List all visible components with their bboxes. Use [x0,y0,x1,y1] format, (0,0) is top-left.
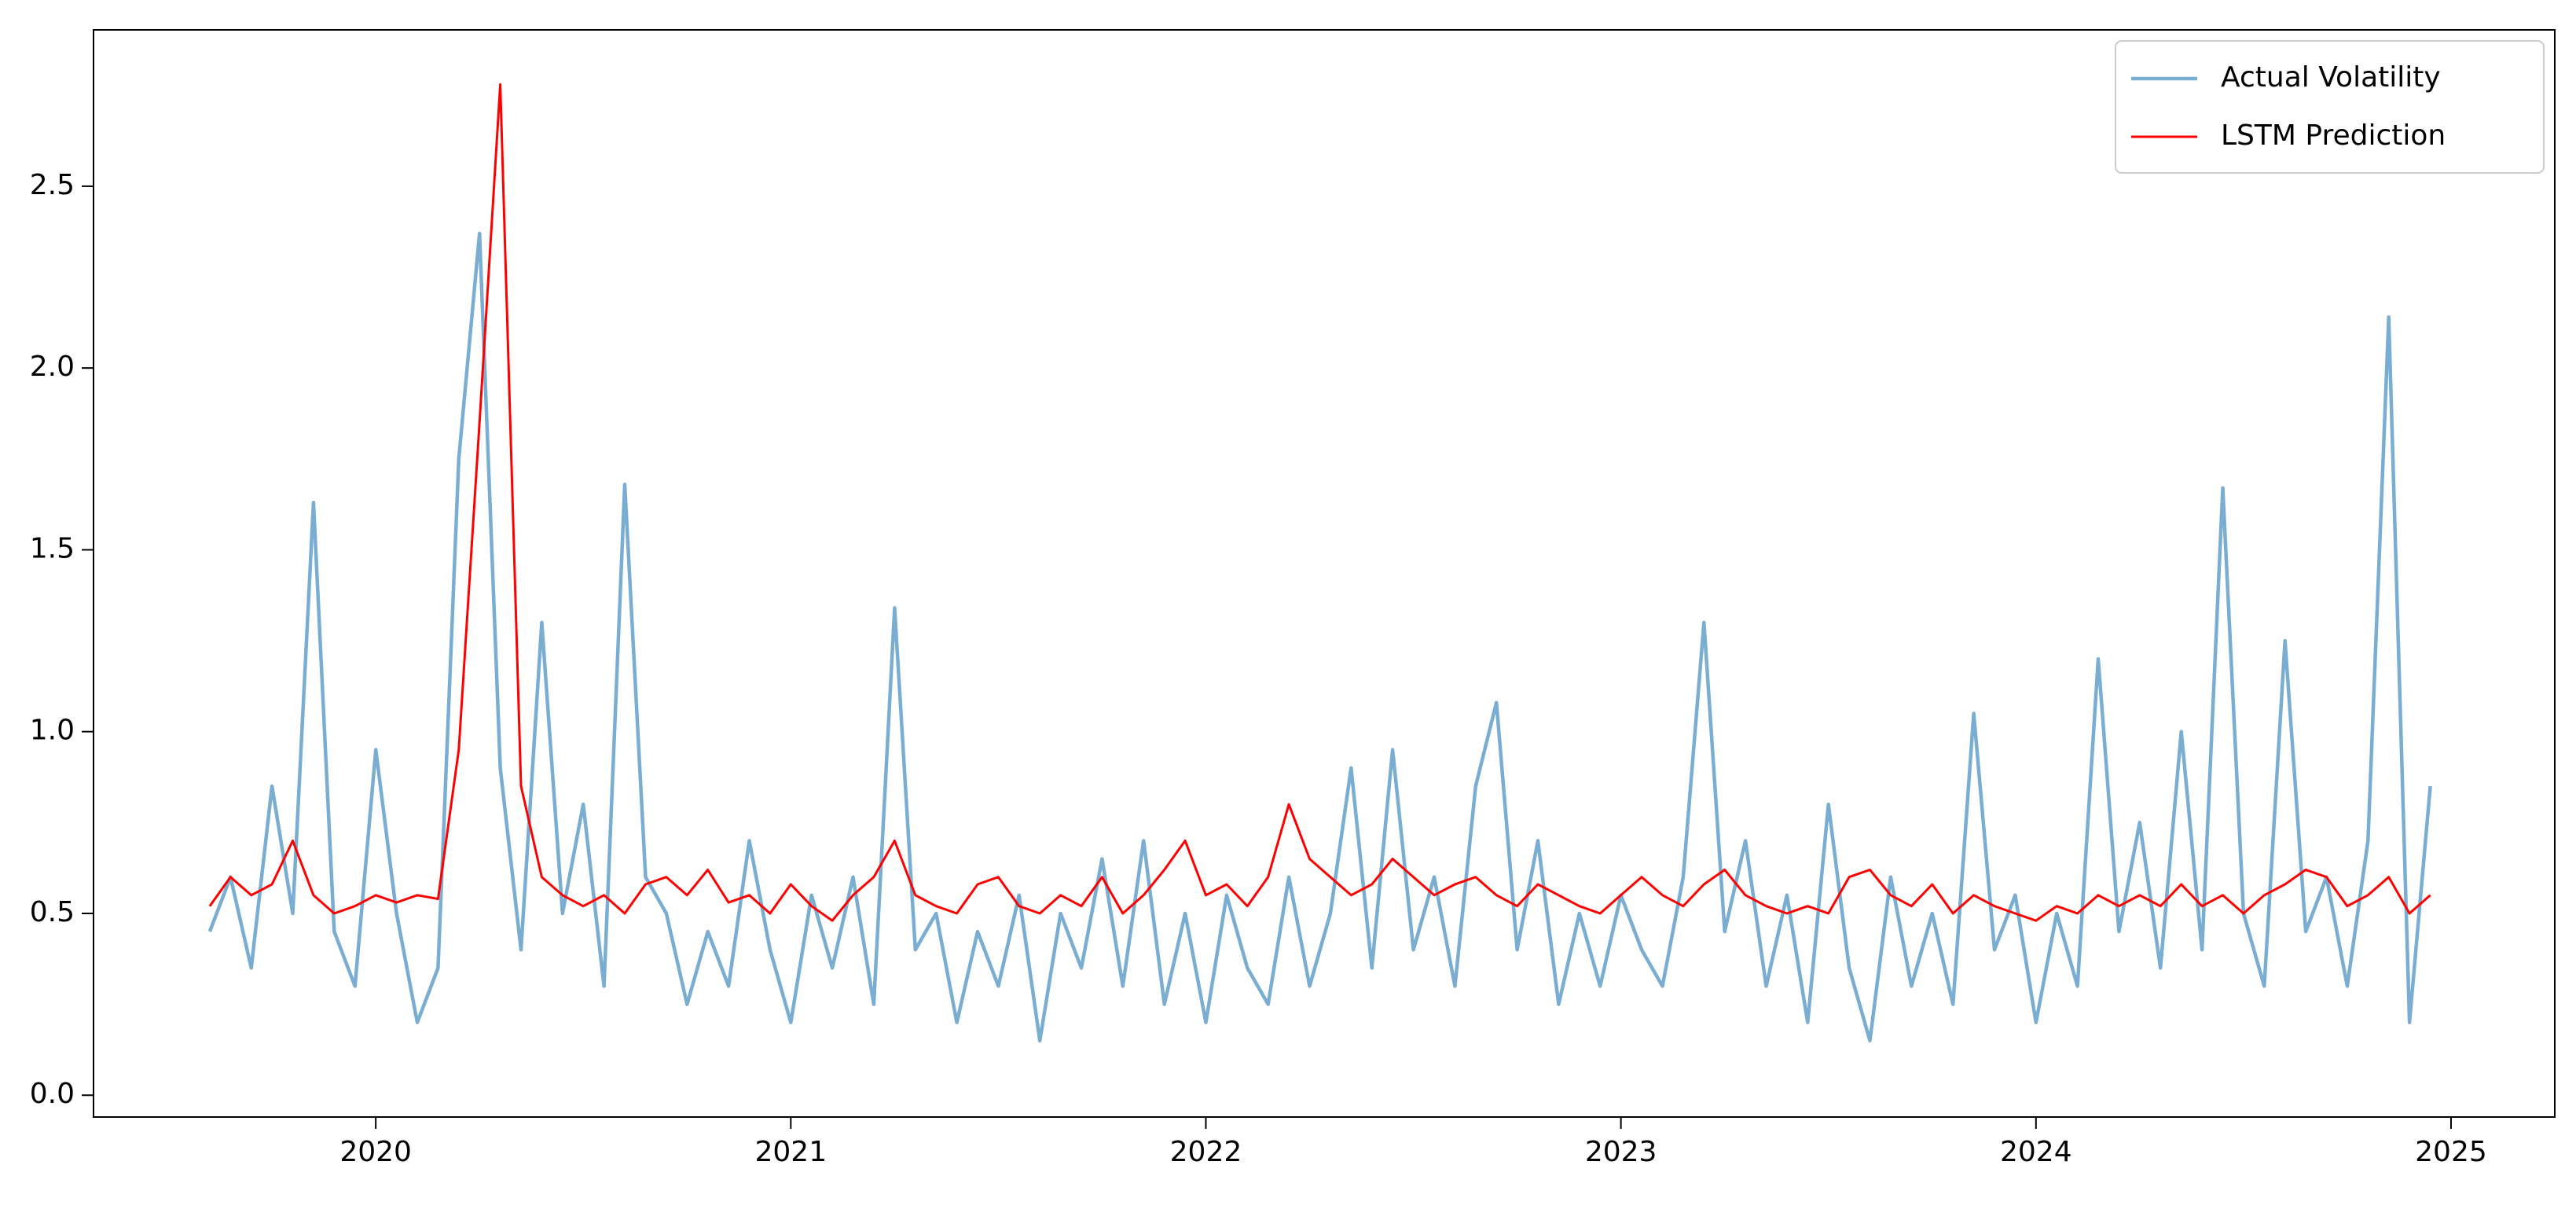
x-tick-label: 2022 [1170,1136,1242,1168]
x-tick-label: 2023 [1585,1136,1657,1168]
y-tick-label: 1.5 [30,532,75,564]
legend-label: LSTM Prediction [2221,119,2446,152]
y-tick-label: 0.0 [30,1078,75,1110]
y-tick-label: 2.5 [30,169,75,201]
x-tick-label: 2024 [2000,1136,2072,1168]
x-tick-label: 2025 [2415,1136,2487,1168]
y-tick-label: 1.0 [30,715,75,747]
legend-box [2115,40,2545,174]
y-tick-label: 0.5 [30,896,75,928]
x-tick-label: 2020 [339,1136,412,1168]
data-line [207,231,2432,1043]
y-tick-label: 2.0 [30,351,75,383]
legend-label: Actual Volatility [2221,61,2441,94]
plot-frame [93,29,2556,1118]
x-tick-label: 2021 [754,1136,827,1168]
data-line [208,83,2431,922]
